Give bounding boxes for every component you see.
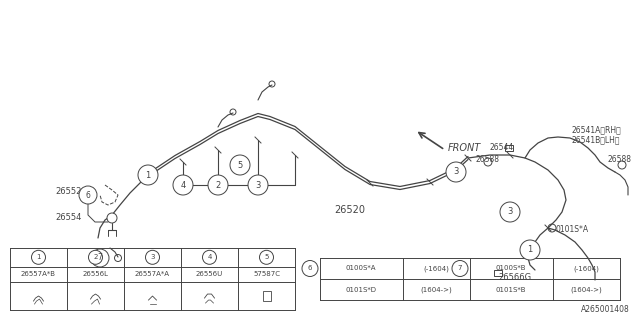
Text: 1: 1 — [527, 245, 532, 254]
Text: 26556L: 26556L — [83, 271, 109, 277]
Text: 26556U: 26556U — [196, 271, 223, 277]
Text: 26541B〈LH〉: 26541B〈LH〉 — [572, 135, 621, 145]
Circle shape — [88, 250, 102, 264]
Circle shape — [31, 250, 45, 264]
Circle shape — [107, 213, 117, 223]
Circle shape — [446, 162, 466, 182]
Circle shape — [208, 175, 228, 195]
Text: 26557A*A: 26557A*A — [135, 271, 170, 277]
Text: 26520: 26520 — [335, 205, 365, 215]
Circle shape — [302, 260, 318, 276]
Text: 3: 3 — [150, 254, 155, 260]
Text: 26554: 26554 — [55, 213, 81, 222]
Text: 2: 2 — [93, 254, 98, 260]
Text: (-1604): (-1604) — [423, 265, 449, 272]
Text: A265001408: A265001408 — [581, 305, 630, 314]
Text: 5: 5 — [264, 254, 269, 260]
Text: FRONT: FRONT — [448, 143, 481, 153]
Text: 0101S*B: 0101S*B — [496, 286, 527, 292]
Circle shape — [248, 175, 268, 195]
Text: 0100S*B: 0100S*B — [496, 266, 527, 271]
Circle shape — [520, 240, 540, 260]
Text: 5: 5 — [237, 161, 243, 170]
Text: 0100S*A: 0100S*A — [346, 266, 376, 271]
Text: 1: 1 — [36, 254, 41, 260]
Text: 57587C: 57587C — [253, 271, 280, 277]
Text: 6: 6 — [308, 266, 312, 271]
Text: (1604->): (1604->) — [420, 286, 452, 293]
Text: 4: 4 — [180, 180, 186, 189]
Text: (-1604): (-1604) — [573, 265, 599, 272]
Circle shape — [452, 260, 468, 276]
Text: (1604->): (1604->) — [570, 286, 602, 293]
Text: 3: 3 — [508, 207, 513, 217]
Circle shape — [173, 175, 193, 195]
Circle shape — [500, 202, 520, 222]
Text: 3: 3 — [453, 167, 459, 177]
Text: 7: 7 — [97, 253, 102, 262]
Text: 26552: 26552 — [55, 188, 81, 196]
Text: 26588: 26588 — [475, 156, 499, 164]
Text: 4: 4 — [207, 254, 212, 260]
Text: 26566G: 26566G — [498, 274, 531, 283]
Text: 26544: 26544 — [490, 143, 515, 153]
Text: 26557A*B: 26557A*B — [21, 271, 56, 277]
Text: 0101S*A: 0101S*A — [555, 226, 588, 235]
Bar — [494, 270, 502, 276]
Text: 0101S*D: 0101S*D — [346, 286, 377, 292]
Text: 6: 6 — [86, 190, 90, 199]
Circle shape — [79, 186, 97, 204]
Text: 2: 2 — [216, 180, 221, 189]
Circle shape — [145, 250, 159, 264]
Circle shape — [259, 250, 273, 264]
Circle shape — [202, 250, 216, 264]
Text: 3: 3 — [255, 180, 260, 189]
Circle shape — [138, 165, 158, 185]
Circle shape — [91, 249, 109, 267]
Bar — [262, 291, 271, 301]
Bar — [505, 145, 513, 151]
Text: 7: 7 — [458, 266, 462, 271]
Circle shape — [230, 155, 250, 175]
Text: 26588: 26588 — [608, 156, 632, 164]
Text: 26541A〈RH〉: 26541A〈RH〉 — [572, 125, 621, 134]
Text: 1: 1 — [145, 171, 150, 180]
